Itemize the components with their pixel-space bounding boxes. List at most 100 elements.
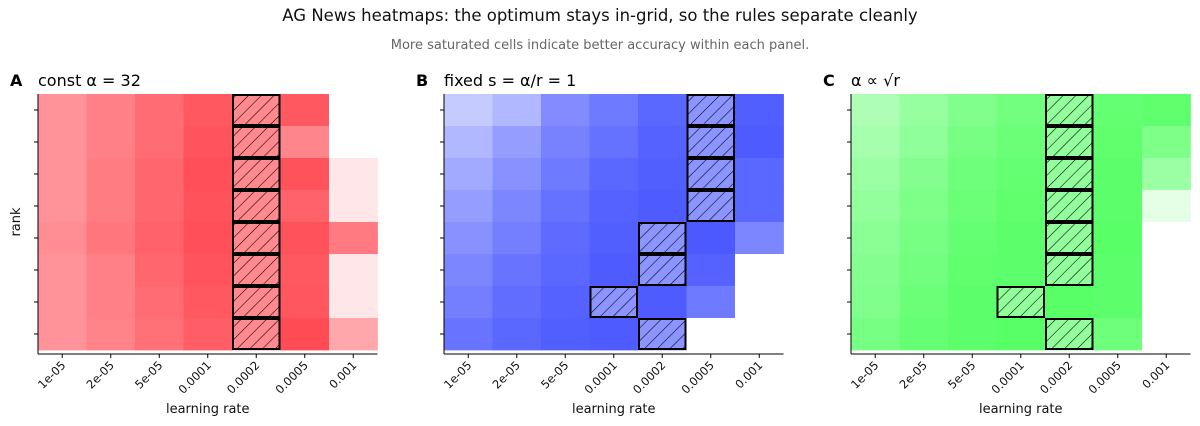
best-cell-marker xyxy=(232,254,281,286)
heatmap-cell xyxy=(492,94,542,127)
heatmap-cell xyxy=(183,222,233,255)
heatmap-cell xyxy=(948,190,997,223)
heatmap-cell xyxy=(638,94,687,127)
heatmap-cell xyxy=(329,190,378,223)
heatmap-cell xyxy=(686,254,736,287)
heatmap-cell xyxy=(589,94,639,127)
x-tick-label: 0.001 xyxy=(326,358,359,391)
heatmap-cell xyxy=(735,222,784,255)
panel-letter: C xyxy=(823,71,835,90)
best-cell-marker xyxy=(589,286,638,318)
heatmap-cell xyxy=(851,126,900,159)
heatmap-cell xyxy=(541,222,590,255)
heatmap-cell xyxy=(1093,94,1143,127)
x-tick-label: 0.001 xyxy=(732,358,765,391)
heatmap-cell xyxy=(899,158,949,191)
heatmap-cell xyxy=(899,94,949,127)
heatmap-cell xyxy=(735,318,784,351)
heatmap-cell xyxy=(329,254,378,287)
heatmap-cell xyxy=(329,94,378,127)
heatmap-cell xyxy=(280,94,330,127)
x-tick-label: 1e-05 xyxy=(35,358,68,391)
heatmap-cell xyxy=(948,222,997,255)
heatmap-cell xyxy=(38,158,87,191)
best-cell-marker xyxy=(1045,318,1094,350)
x-axis-label: learning rate xyxy=(166,402,250,417)
heatmap-cell xyxy=(135,222,184,255)
heatmap-cell xyxy=(183,318,233,351)
heatmap-cell xyxy=(541,158,590,191)
x-axis-label: learning rate xyxy=(572,402,656,417)
heatmap-cell xyxy=(1093,254,1143,287)
heatmap-cell xyxy=(280,222,330,255)
heatmap-cell xyxy=(541,126,590,159)
heatmap-cell xyxy=(183,94,233,127)
heatmap-cell xyxy=(280,158,330,191)
x-tick-label: 1e-05 xyxy=(848,358,881,391)
best-cell-marker xyxy=(686,190,735,222)
heatmap-panel-b: 1e-05 2e-05 5e-05 0.0001 0.0002 0.0005 0.001 B f… xyxy=(416,71,784,417)
heatmap-cell xyxy=(329,318,378,351)
heatmap-cell xyxy=(492,318,542,351)
heatmap-cell xyxy=(851,94,900,127)
x-tick-label: 0.0005 xyxy=(679,358,717,396)
best-cell-marker xyxy=(232,222,281,254)
heatmap-cell xyxy=(948,94,997,127)
heatmap-cell xyxy=(1093,158,1143,191)
x-tick-label: 1e-05 xyxy=(441,358,474,391)
heatmap-cell xyxy=(686,286,736,319)
best-cell-marker xyxy=(232,126,281,158)
heatmap-cell xyxy=(948,286,997,319)
heatmap-cell xyxy=(135,126,184,159)
heatmap-cell xyxy=(996,222,1046,255)
heatmap-cell xyxy=(851,158,900,191)
heatmap-cell xyxy=(851,286,900,319)
heatmap-cell xyxy=(492,222,542,255)
heatmap-cell xyxy=(329,286,378,319)
heatmap-cell xyxy=(444,126,493,159)
heatmap-cell xyxy=(948,158,997,191)
heatmap-cell xyxy=(899,254,949,287)
heatmap-cell xyxy=(38,94,87,127)
heatmap-cell xyxy=(86,318,136,351)
x-tick-label: 0.0001 xyxy=(582,358,620,396)
heatmap-cell xyxy=(135,94,184,127)
heatmap-cell xyxy=(1142,158,1191,191)
best-cell-marker xyxy=(232,158,281,190)
heatmap-cell xyxy=(38,222,87,255)
heatmap-cell xyxy=(444,254,493,287)
heatmap-cell xyxy=(329,158,378,191)
heatmap-cell xyxy=(686,318,736,351)
heatmap-cell xyxy=(589,318,639,351)
heatmap-cell xyxy=(996,94,1046,127)
heatmap-cell xyxy=(1142,222,1191,255)
heatmap-cell xyxy=(851,254,900,287)
heatmap-cell xyxy=(899,286,949,319)
heatmap-cell xyxy=(444,318,493,351)
x-tick-label: 0.001 xyxy=(1139,358,1172,391)
heatmap-cell xyxy=(329,222,378,255)
heatmap-cell xyxy=(735,190,784,223)
heatmap-cell xyxy=(135,254,184,287)
heatmap-cell xyxy=(1093,126,1143,159)
heatmap-cell xyxy=(948,254,997,287)
heatmap-cell xyxy=(38,286,87,319)
heatmap-cell xyxy=(444,222,493,255)
heatmap-cell xyxy=(541,254,590,287)
heatmap-cell xyxy=(183,190,233,223)
heatmap-cell xyxy=(686,222,736,255)
heatmap-cell xyxy=(1093,222,1143,255)
best-cell-marker xyxy=(1045,254,1094,286)
best-cell-marker xyxy=(232,318,281,350)
heatmap-cell xyxy=(183,286,233,319)
heatmap-cell xyxy=(492,126,542,159)
x-tick-label: 5e-05 xyxy=(132,358,165,391)
x-tick-label: 2e-05 xyxy=(897,358,930,391)
heatmap-cell xyxy=(135,286,184,319)
heatmap-cell xyxy=(444,190,493,223)
heatmap-cell xyxy=(996,158,1046,191)
heatmap-cell xyxy=(996,126,1046,159)
heatmap-cell xyxy=(851,318,900,351)
heatmap-cell xyxy=(541,286,590,319)
heatmap-cell xyxy=(948,318,997,351)
